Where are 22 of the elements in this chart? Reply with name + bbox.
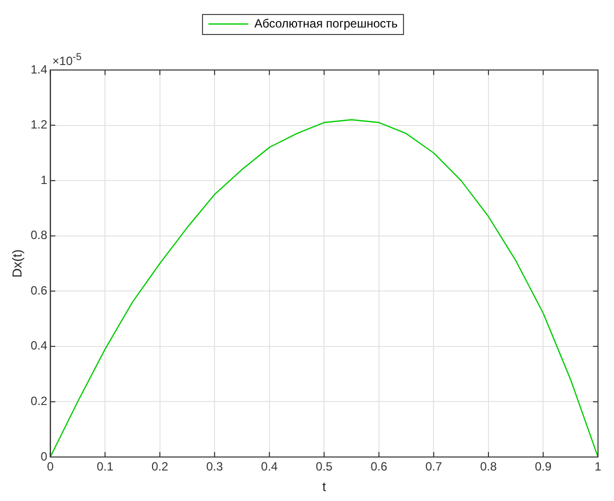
x-tick-label: 0.9 — [534, 460, 552, 474]
x-tick-label: 1 — [594, 460, 602, 474]
y-tick-label: 1.2 — [30, 118, 48, 132]
text: ×10$^{-5}$ — [52, 52, 82, 68]
y-tick-label: 1 — [40, 172, 48, 187]
x-tick-label: 0.5 — [316, 460, 333, 474]
y-tick-label: 0.4 — [30, 338, 48, 353]
x-axis-title: t — [322, 478, 326, 494]
y-tick-label: 0 — [40, 449, 48, 464]
y-tick-label: 0.2 — [30, 394, 48, 408]
x-tick-label: 0.8 — [480, 460, 498, 474]
legend-label: Абсолютная погрешность — [254, 16, 398, 30]
x-tick-label: 0.7 — [425, 460, 442, 474]
x-tick-label: 0.3 — [206, 460, 224, 474]
y-tick-label: 0.8 — [30, 228, 48, 242]
x-tick-label: 0.6 — [370, 460, 388, 474]
y-tick-label: 1.4 — [30, 62, 48, 76]
y-axis-title: Dx(t) — [9, 249, 24, 278]
x-tick-label: 0.1 — [96, 460, 114, 474]
x-tick-label: 0.4 — [261, 460, 278, 474]
y-tick-label: 0.6 — [30, 283, 48, 298]
x-tick-label: 0.2 — [151, 460, 168, 474]
